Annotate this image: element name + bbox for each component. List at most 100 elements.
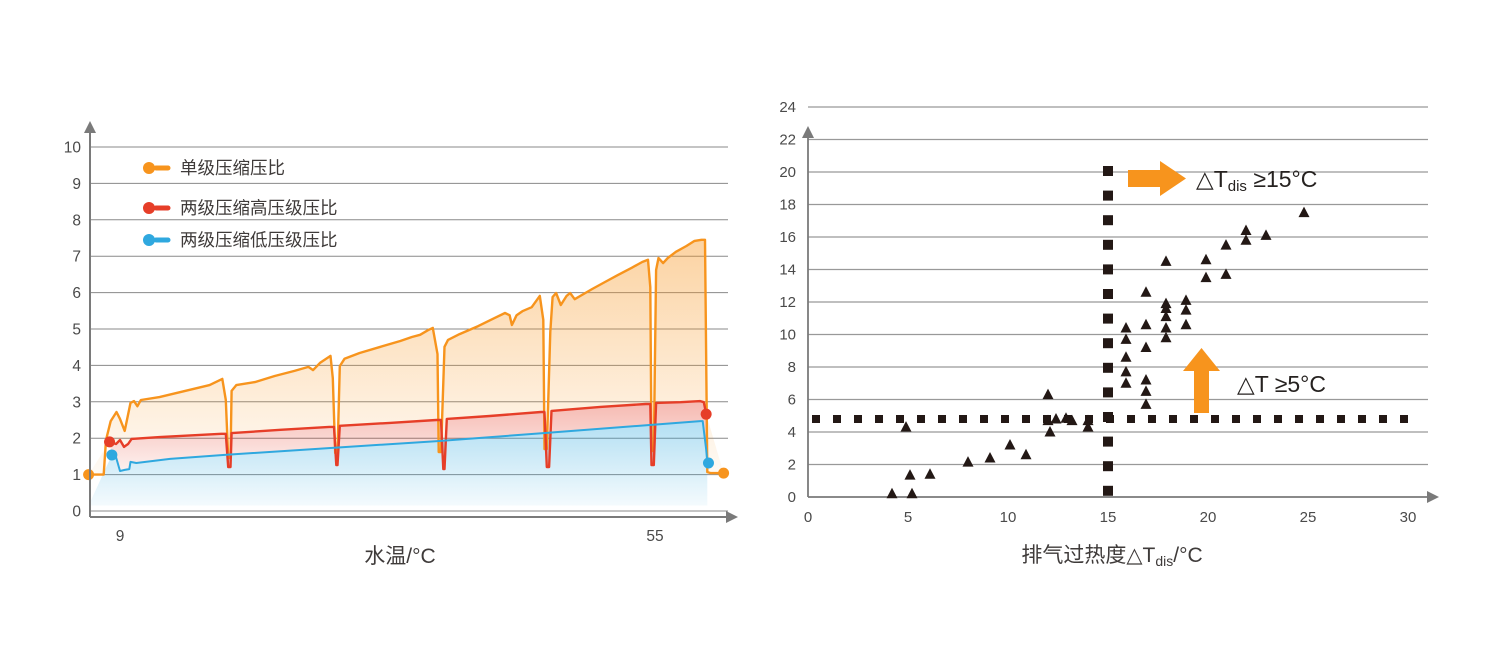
scatter-point <box>1044 426 1056 437</box>
right-y-tick-16: 16 <box>779 229 796 246</box>
right-y-axis-arrow <box>802 126 814 138</box>
horizontal-threshold-square <box>833 415 841 423</box>
right-x-tick-15: 15 <box>1100 509 1117 526</box>
scatter-point <box>1042 414 1054 426</box>
vertical-threshold-square <box>1103 313 1113 324</box>
left-area-fills <box>88 239 724 506</box>
horizontal-threshold-square <box>980 415 988 423</box>
horizontal-threshold-square <box>1379 415 1387 423</box>
series-line-0 <box>87 238 725 476</box>
horizontal-threshold-square <box>875 415 883 423</box>
horizontal-threshold-square <box>917 415 925 423</box>
horizontal-threshold-square <box>1295 415 1303 423</box>
up-arrow <box>1183 348 1220 413</box>
left-x-tick-55: 55 <box>646 528 663 545</box>
left-y-tick-3: 3 <box>72 394 81 411</box>
right-y-tick-10: 10 <box>779 327 796 344</box>
left-y-tick-6: 6 <box>72 285 81 302</box>
right-scatter-points <box>886 206 1310 499</box>
scatter-point <box>1180 294 1192 305</box>
right-y-tick-20: 20 <box>779 164 796 181</box>
scatter-point <box>1120 377 1132 388</box>
horizontal-threshold-square <box>896 415 904 423</box>
right-x-tick-5: 5 <box>904 509 912 526</box>
horizontal-threshold-square <box>1148 415 1156 423</box>
vertical-threshold-square <box>1103 387 1113 398</box>
horizontal-threshold-square <box>1316 415 1324 423</box>
right-gridlines <box>808 106 1428 466</box>
right-x-tick-25: 25 <box>1300 509 1317 526</box>
right-y-tick-8: 8 <box>788 359 796 376</box>
orange-area-fill <box>88 239 724 475</box>
scatter-point <box>1298 206 1310 218</box>
right-y-tick-2: 2 <box>788 457 796 474</box>
left-x-axis-arrow <box>726 511 738 523</box>
scatter-point <box>1082 414 1094 426</box>
scatter-point <box>1160 255 1172 266</box>
series-1-endpoint-dot-1 <box>700 408 712 420</box>
scatter-point <box>1240 224 1252 235</box>
horizontal-threshold-square <box>1211 415 1219 423</box>
scatter-point <box>1140 341 1152 352</box>
left-series-lines <box>87 238 725 476</box>
horizontal-threshold-square <box>1358 415 1366 423</box>
series-2-endpoint-dot-1 <box>702 457 714 469</box>
right-x-tick-10: 10 <box>1000 509 1017 526</box>
annotation-dtdis-label: △Tdis ≥15°C <box>1196 166 1317 195</box>
right-y-tick-18: 18 <box>779 197 796 214</box>
left-y-tick-1: 1 <box>72 467 81 484</box>
legend-label-0: 单级压缩压比 <box>180 158 285 178</box>
scatter-point <box>1220 239 1232 250</box>
scatter-point <box>1180 318 1192 330</box>
left-y-tick-4: 4 <box>72 358 81 375</box>
right-x-tick-20: 20 <box>1200 509 1217 526</box>
legend-marker-dot-2 <box>143 234 155 246</box>
red-area-fill <box>109 401 708 471</box>
horizontal-threshold-square <box>1127 415 1135 423</box>
left-series-endpoint-dots <box>83 408 730 481</box>
blue-area-fill <box>88 421 708 506</box>
horizontal-threshold-square <box>959 415 967 423</box>
right-x-tick-30: 30 <box>1400 509 1417 526</box>
scatter-point <box>900 421 912 432</box>
scatter-point <box>1140 374 1152 385</box>
scatter-point <box>1240 234 1252 245</box>
scatter-point <box>1060 412 1072 423</box>
series-1-endpoint-dot-0 <box>104 436 116 448</box>
right-axes <box>802 126 1439 503</box>
scatter-point <box>1120 333 1132 344</box>
series-0-endpoint-dot-0 <box>83 469 95 481</box>
left-y-tick-9: 9 <box>72 176 81 193</box>
right-y-tick-4: 4 <box>788 424 796 441</box>
right-y-tick-0: 0 <box>788 489 796 506</box>
left-tick-labels: 0 1 2 3 4 5 6 7 8 9 10 9 55 <box>64 140 664 546</box>
scatter-point <box>1066 414 1078 426</box>
vertical-threshold-square <box>1103 239 1113 250</box>
scatter-point <box>1180 304 1192 315</box>
right-y-tick-12: 12 <box>779 294 796 311</box>
horizontal-threshold-square <box>812 415 820 423</box>
left-y-tick-7: 7 <box>72 249 81 266</box>
left-y-tick-2: 2 <box>72 431 81 448</box>
scatter-point <box>904 469 916 480</box>
vertical-threshold-square <box>1103 289 1113 299</box>
scatter-point <box>924 468 936 479</box>
right-arrow <box>1128 161 1186 196</box>
right-y-tick-14: 14 <box>779 262 796 279</box>
series-0-endpoint-dot-1 <box>718 467 730 479</box>
annotation-dt-label: △T ≥5°C <box>1237 371 1326 397</box>
vertical-threshold-square <box>1103 436 1113 447</box>
scatter-point <box>1120 322 1132 333</box>
left-x-tick-9: 9 <box>116 528 125 545</box>
legend-label-2: 两级压缩低压级压比 <box>180 230 338 250</box>
left-y-tick-5: 5 <box>72 322 81 339</box>
series-line-2 <box>110 420 709 472</box>
scatter-point <box>1200 253 1212 265</box>
scatter-point <box>1082 421 1094 432</box>
vertical-threshold-square <box>1103 362 1113 373</box>
scatter-point <box>1120 365 1132 377</box>
horizontal-threshold-square <box>1274 415 1282 423</box>
scatter-point <box>1140 385 1152 396</box>
